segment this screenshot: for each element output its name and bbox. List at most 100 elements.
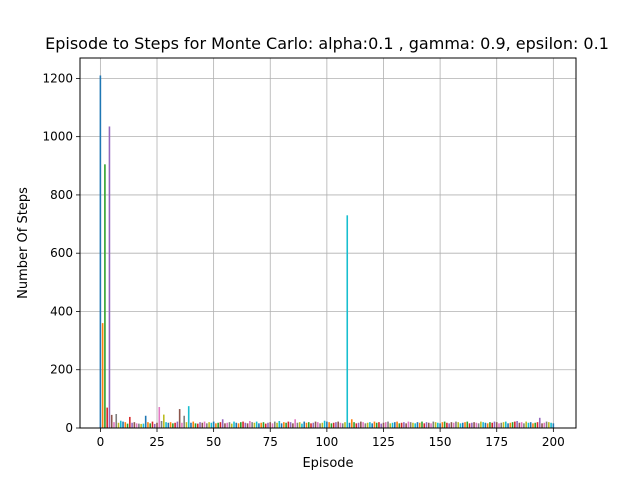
bar-episode-120 [371,423,373,428]
bar-episode-132 [398,423,401,428]
bar-episode-60 [235,422,238,428]
bar-episode-118 [366,422,369,428]
bar-episode-56 [226,422,229,428]
bar-episode-91 [305,422,308,428]
bar-episode-171 [486,423,489,428]
bar-episode-16 [135,423,138,428]
bar-episode-153 [446,422,448,428]
bar-episode-5 [110,414,113,428]
bar-episode-46 [203,421,206,428]
bar-episode-179 [504,421,507,428]
bar-episode-73 [264,423,267,428]
y-tick-label: 1000 [42,130,73,144]
bar-episode-7 [115,414,118,428]
bar-episode-55 [224,423,226,428]
bar-episode-33 [174,422,176,428]
x-tick-label: 175 [485,435,508,449]
bar-episode-49 [210,422,213,428]
bar-episode-130 [394,422,396,428]
bar-episode-95 [314,421,317,428]
bar-episode-42 [194,423,197,428]
bar-episode-81 [283,422,285,428]
bar-episode-149 [437,422,439,428]
bar-episode-77 [273,421,276,428]
bar-episode-165 [473,422,475,428]
bar-episode-37 [183,415,185,428]
bar-episode-58 [230,423,233,428]
bar-episode-111 [350,419,353,428]
bar-episode-30 [167,422,170,428]
bar-episode-12 [126,423,129,428]
x-tick-label: 25 [149,435,164,449]
bar-episode-134 [403,422,405,428]
bar-episode-38 [185,422,188,428]
bar-episode-17 [138,423,140,428]
bar-episode-178 [502,422,505,428]
bar-episode-159 [459,423,462,428]
bar-episode-75 [269,422,272,428]
bar-episode-128 [389,423,392,428]
bar-episode-145 [427,422,430,428]
bar-episode-154 [448,423,450,428]
bar-episode-114 [357,422,360,428]
plot-frame [79,57,577,429]
bar-episode-150 [439,423,441,428]
bar-episode-14 [131,422,133,428]
bar-episode-102 [330,423,333,428]
bar-episode-85 [292,423,294,428]
bar-episode-185 [518,422,521,428]
bar-episode-151 [441,422,444,428]
bar-episode-88 [298,422,301,428]
bar-episode-83 [287,421,290,428]
bar-episode-0 [99,75,102,428]
bar-episode-195 [541,423,543,428]
bar-episode-141 [418,422,421,428]
bar-episode-135 [405,423,407,428]
bar-episode-177 [500,422,503,428]
bar-episode-124 [380,423,383,428]
bar-episode-104 [335,422,337,428]
y-axis-label: Number Of Steps [16,187,31,299]
bar-episode-35 [178,409,181,428]
bar-episode-27 [160,421,163,428]
y-tick-label: 400 [50,304,73,318]
bar-episode-160 [461,422,464,428]
bar-episode-68 [253,422,256,428]
bar-episode-186 [520,422,523,428]
bar-episode-84 [289,422,292,428]
bar-episode-184 [516,421,518,428]
bar-episode-107 [341,423,344,428]
bar-episode-189 [527,422,530,428]
bar-episode-23 [151,421,154,428]
bar-episode-137 [409,422,412,428]
bar-episode-15 [133,422,136,428]
x-tick-label: 0 [97,435,105,449]
y-tick-label: 1200 [42,71,73,85]
bar-episode-183 [514,421,516,428]
bar-episode-180 [507,423,509,428]
x-tick-label: 150 [429,435,452,449]
bar-episode-176 [498,423,500,428]
bar-episode-117 [364,423,367,428]
bar-episode-13 [129,416,131,428]
x-axis-label: Episode [302,456,353,471]
bar-episode-155 [450,422,453,428]
bar-episode-142 [421,421,423,428]
bar-episode-146 [430,423,432,428]
bar-episode-43 [196,423,199,428]
bar-episode-94 [312,422,315,428]
bar-episode-197 [545,421,548,428]
bar-episode-52 [217,422,219,428]
bar-episode-45 [201,422,204,428]
bar-episode-125 [382,422,385,428]
bar-episode-48 [208,422,210,428]
bar-episode-106 [339,422,342,428]
bar-episode-8 [117,422,120,428]
bar-episode-82 [285,422,287,428]
bar-episode-110 [348,422,351,428]
bar-episode-18 [140,423,142,428]
bar-episode-164 [471,422,473,428]
bar-episode-152 [443,421,446,428]
bar-episode-19 [142,423,145,428]
